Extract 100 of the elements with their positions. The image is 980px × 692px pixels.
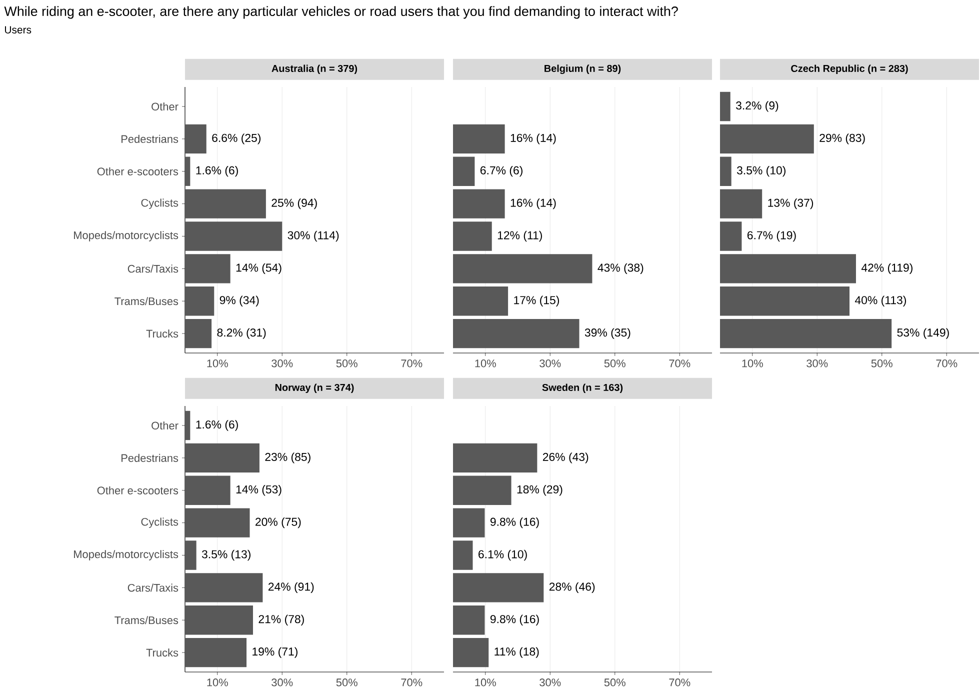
data-label: 16% (14) (510, 198, 556, 210)
bar (453, 254, 592, 284)
data-label: 9% (34) (220, 296, 259, 306)
data-label: 1.6% (6) (196, 420, 238, 431)
x-tick-label: 70% (401, 678, 422, 686)
bar (453, 222, 492, 251)
x-tick-label: 50% (871, 360, 892, 368)
bar (720, 156, 732, 186)
data-label: 9.8% (16) (490, 517, 539, 528)
y-tick-label: Trams/Buses (114, 297, 178, 306)
chart-title: Czech Republic (n = 283) (791, 64, 908, 74)
data-label: 1.6% (6) (196, 166, 238, 177)
chart-title: Belgium (n = 89) (544, 64, 621, 74)
x-tick-label: 50% (604, 360, 626, 368)
data-label: 12% (11) (498, 230, 542, 242)
x-tick-label: 10% (475, 678, 496, 686)
bar (453, 318, 580, 348)
data-label: 25% (94) (272, 198, 317, 210)
data-label: 13% (37) (768, 198, 814, 210)
data-label: 40% (113) (854, 296, 906, 306)
x-tick-label: 50% (604, 678, 626, 686)
y-tick-label: Trucks (146, 648, 178, 657)
data-label: 24% (91) (268, 582, 314, 594)
data-label: 21% (78) (258, 614, 304, 626)
x-tick-label: 70% (669, 678, 690, 686)
bar (720, 254, 856, 284)
chart-title: Australia (n = 379) (272, 64, 358, 74)
x-tick-label: 70% (401, 360, 422, 368)
bar (453, 286, 508, 316)
y-tick-label: Pedestrians (122, 134, 178, 143)
y-tick-label: Cyclists (141, 518, 178, 528)
text: While riding an e-scooter, are there any particular vehicles or road users that you find demanding to interact with? (4, 6, 678, 19)
data-label: 6.6% (25) (212, 134, 261, 144)
data-label: 29% (83) (820, 134, 865, 144)
data-label: 42% (119) (861, 263, 912, 274)
bar (453, 573, 544, 602)
x-tick-label: 50% (336, 678, 358, 686)
y-tick-label: Cars/Taxis (128, 584, 178, 592)
x-tick-label: 10% (207, 678, 228, 686)
x-tick-label: 10% (207, 360, 228, 368)
data-label: 6.7% (19) (747, 230, 796, 242)
data-label: 17% (15) (514, 296, 560, 306)
data-label: 28% (46) (549, 582, 595, 594)
data-label: 30% (114) (288, 230, 339, 242)
bar (453, 156, 475, 186)
data-label: 14% (53) (236, 485, 282, 496)
bar (453, 606, 485, 635)
y-tick-label: Trams/Buses (114, 616, 178, 624)
data-label: 53% (149) (897, 328, 949, 339)
y-tick-label: Mopeds/motorcyclists (74, 550, 178, 560)
y-tick-label: Other (152, 421, 178, 430)
data-label: 8.2% (31) (217, 328, 266, 339)
x-tick-label: 30% (540, 360, 561, 368)
x-tick-label: 70% (936, 360, 958, 368)
data-label: 11% (18) (494, 647, 539, 658)
bar (453, 638, 489, 668)
bar (453, 476, 512, 505)
y-tick-label: Mopeds/motorcyclists (74, 231, 178, 242)
data-label: 16% (14) (510, 134, 556, 144)
bar (453, 189, 505, 218)
data-label: 6.1% (10) (478, 550, 527, 561)
x-tick-label: 30% (272, 678, 293, 686)
y-tick-label: Cyclists (141, 198, 178, 209)
text: Users (5, 26, 32, 34)
x-tick-label: 50% (336, 360, 358, 368)
y-tick-label: Pedestrians (122, 454, 178, 462)
y-tick-label: Other (152, 102, 178, 110)
data-label: 14% (54) (236, 263, 282, 274)
data-label: 39% (35) (584, 328, 630, 339)
data-label: 3.5% (10) (736, 166, 786, 177)
x-tick-label: 30% (806, 360, 828, 368)
data-label: 9.8% (16) (490, 614, 539, 626)
bar (720, 92, 730, 122)
data-label: 26% (43) (542, 452, 588, 464)
bar (720, 318, 892, 348)
x-tick-label: 10% (475, 360, 496, 368)
bar (453, 508, 485, 538)
data-label: 23% (85) (265, 452, 310, 464)
bar (720, 189, 762, 218)
data-label: 43% (38) (598, 263, 644, 274)
y-tick-label: Other e-scooters (97, 486, 178, 494)
data-label: 19% (71) (252, 647, 298, 658)
bar (720, 124, 814, 154)
y-tick-label: Trucks (146, 330, 178, 338)
bar (453, 540, 473, 570)
chart-title: Norway (n = 374) (275, 384, 354, 393)
data-label: 18% (29) (517, 485, 562, 496)
data-label: 3.5% (13) (202, 550, 250, 561)
data-label: 6.7% (6) (480, 166, 522, 177)
bar (720, 286, 850, 316)
data-label: 20% (75) (256, 517, 301, 528)
x-tick-label: 70% (669, 360, 690, 368)
x-tick-label: 30% (540, 678, 561, 686)
chart-title: Sweden (n = 163) (542, 384, 623, 393)
y-tick-label: Other e-scooters (97, 167, 178, 176)
y-tick-label: Cars/Taxis (128, 264, 178, 273)
bar (453, 443, 538, 473)
bar (720, 222, 742, 251)
x-tick-label: 10% (742, 360, 763, 368)
bar (453, 124, 505, 154)
